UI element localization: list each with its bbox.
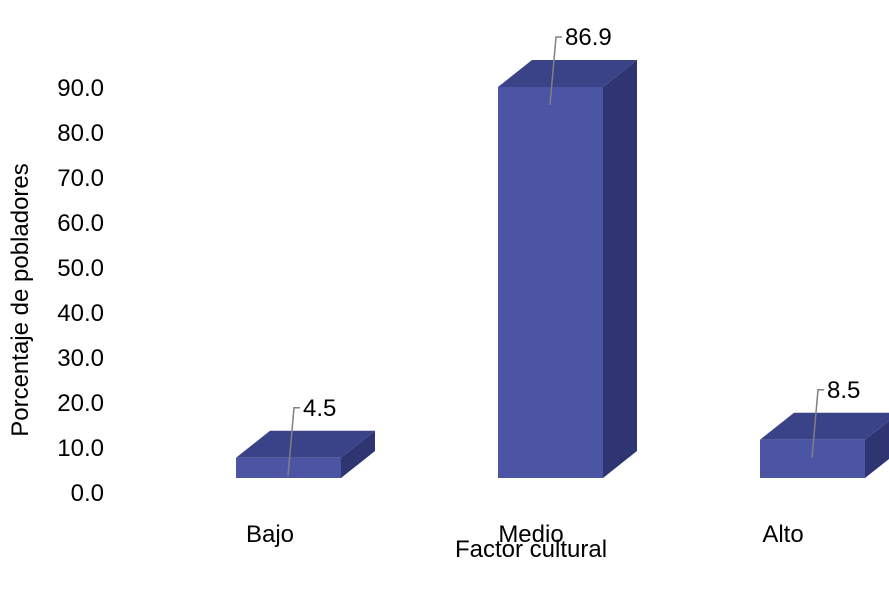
- y-tick-label: 70.0: [57, 165, 104, 192]
- bar: [236, 430, 375, 478]
- x-category-label: Alto: [762, 521, 803, 548]
- bar-front-face: [498, 86, 603, 478]
- data-label: 4.5: [303, 395, 336, 422]
- bar-top-face: [760, 412, 889, 440]
- bar: [498, 59, 637, 478]
- x-axis-title: Factor cultural: [455, 536, 607, 563]
- data-labels: 4.5 86.9 8.5: [287, 24, 860, 476]
- data-label: 8.5: [827, 377, 860, 404]
- y-tick-label: 90.0: [57, 75, 104, 102]
- y-tick-label: 50.0: [57, 255, 104, 282]
- x-axis-categories: Bajo Medio Alto: [246, 521, 804, 548]
- bar-side-face: [865, 420, 889, 478]
- bar-side-face: [603, 59, 637, 478]
- data-label-leader: [811, 389, 824, 458]
- y-tick-label: 20.0: [57, 390, 104, 417]
- y-tick-label: 10.0: [57, 435, 104, 462]
- y-axis-title: Porcentaje de pobladores: [7, 163, 34, 437]
- x-category-label: Medio: [498, 521, 563, 548]
- bar-top-face: [498, 59, 637, 87]
- y-tick-label: 60.0: [57, 210, 104, 237]
- data-label-leader: [549, 36, 562, 106]
- y-tick-label: 40.0: [57, 300, 104, 327]
- bar: [760, 412, 889, 478]
- data-label: 86.9: [565, 24, 612, 51]
- bar-side-face: [341, 430, 375, 478]
- x-category-label: Bajo: [246, 521, 294, 548]
- y-tick-label: 30.0: [57, 345, 104, 372]
- y-axis-ticks: 0.0 10.0 20.0 30.0 40.0 50.0 60.0 70.0 80.0 90.0: [57, 75, 104, 507]
- data-label-leader: [287, 407, 300, 476]
- y-tick-label: 0.0: [71, 480, 104, 507]
- bar-top-face: [236, 430, 375, 458]
- bars: [236, 59, 889, 478]
- y-tick-label: 80.0: [57, 120, 104, 147]
